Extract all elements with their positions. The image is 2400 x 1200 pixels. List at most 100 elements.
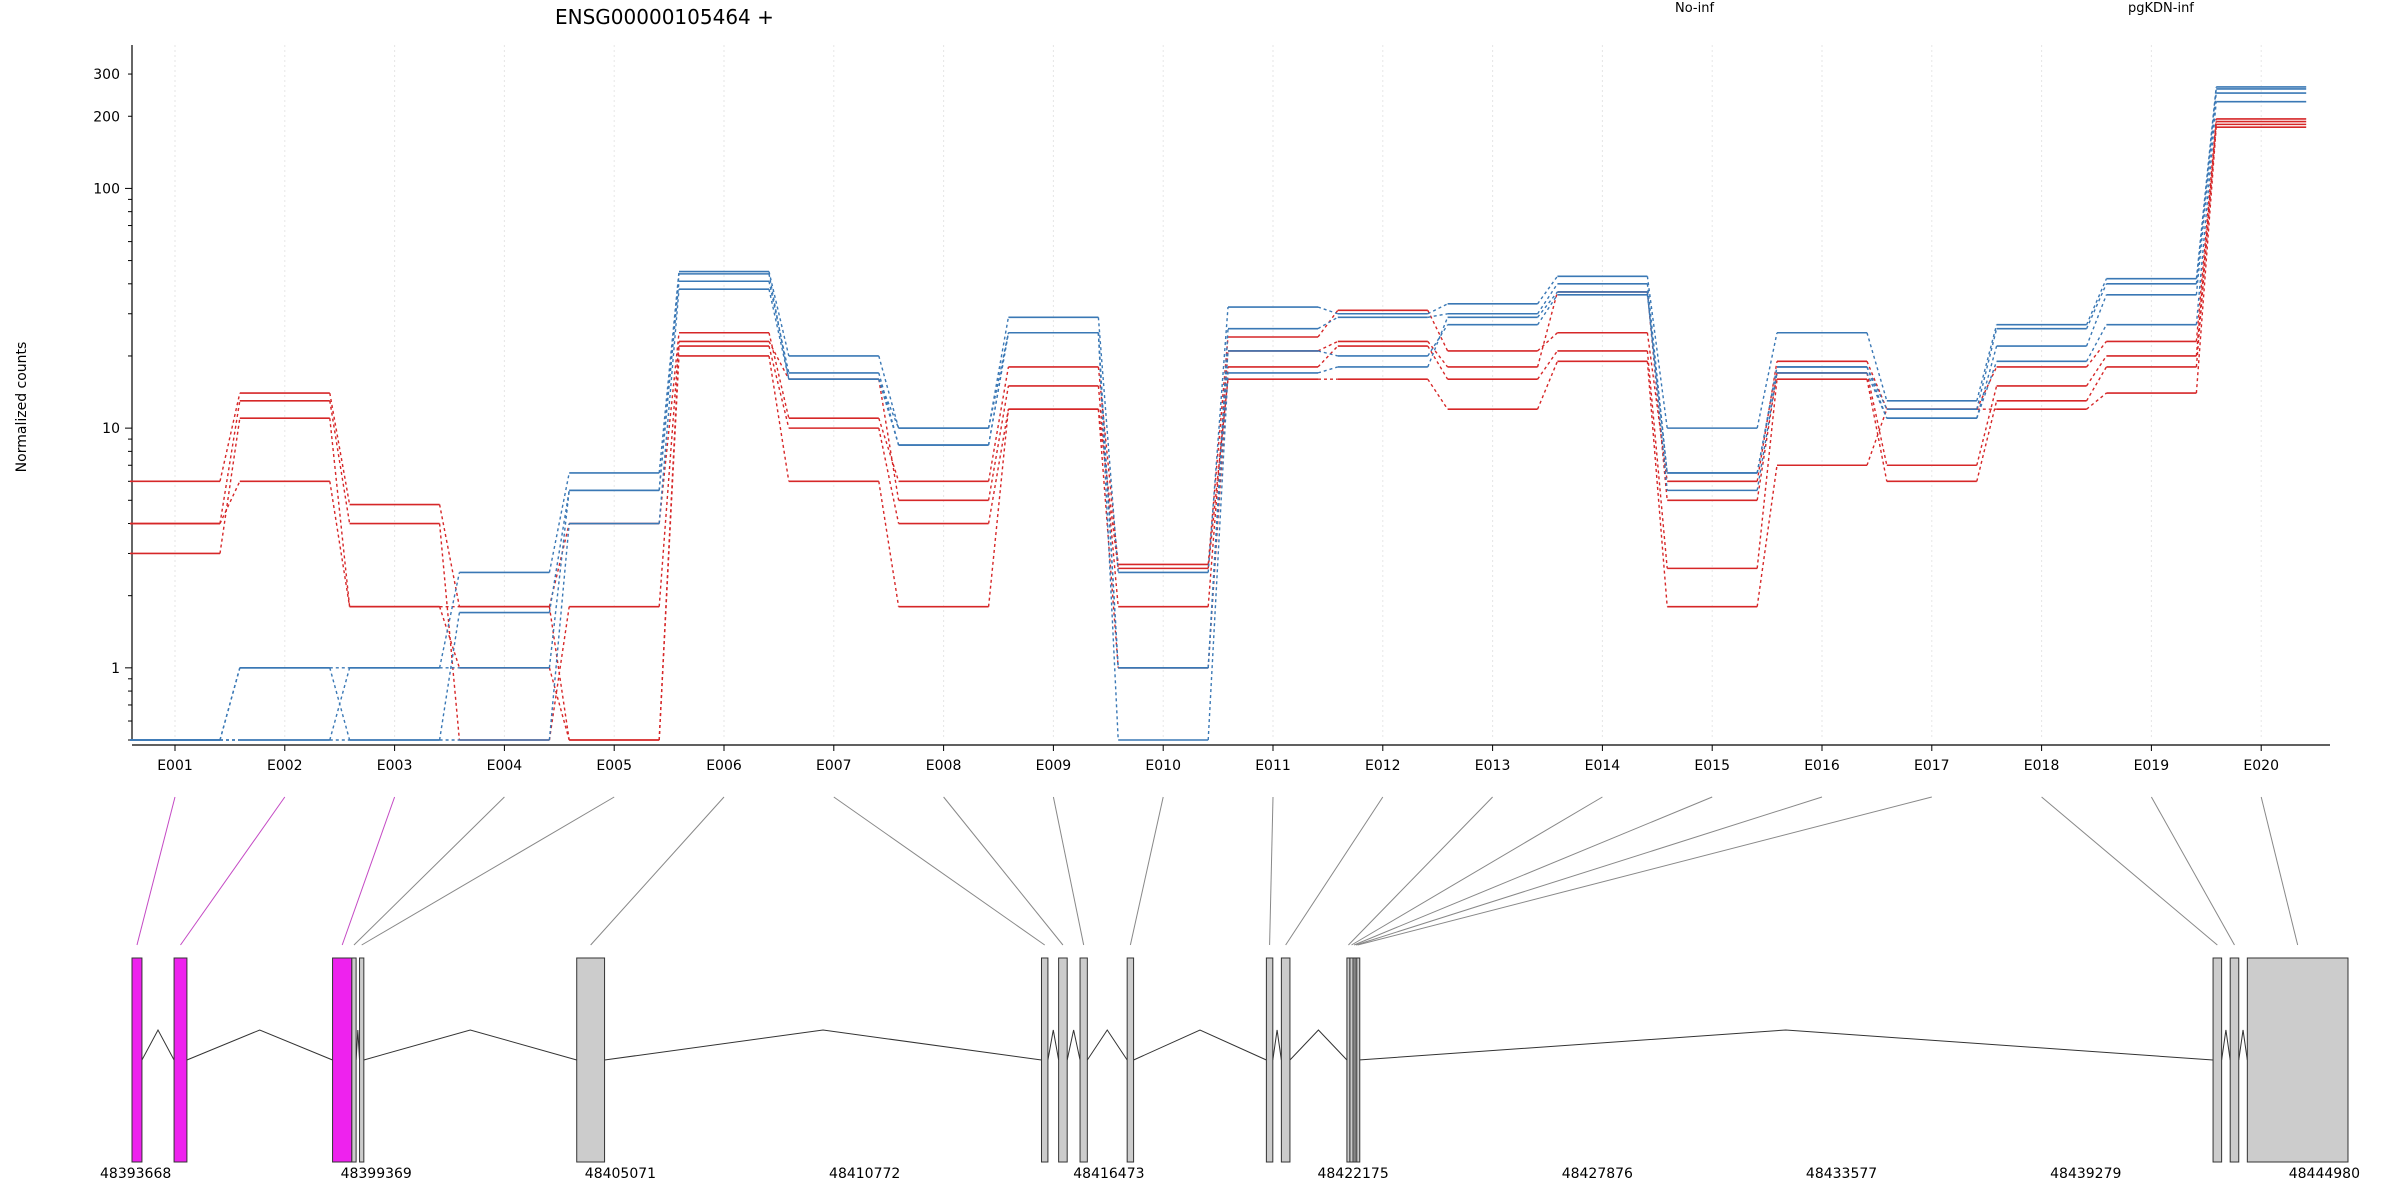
transition-segment — [1866, 372, 1888, 419]
connector-E012 — [1285, 796, 1384, 946]
transition-segment — [1976, 345, 1998, 419]
transition-segment — [1207, 306, 1229, 573]
series-7 — [130, 92, 2307, 741]
exon-connector-lines — [136, 796, 2299, 946]
transition-segment — [768, 288, 790, 380]
x-tick-label: E013 — [1475, 758, 1511, 774]
transition-segment — [878, 378, 900, 446]
transition-segment — [1427, 345, 1449, 380]
transition-segment — [2085, 283, 2108, 329]
transition-segment — [548, 490, 570, 613]
transition-segment — [329, 667, 351, 741]
exon-E018 — [2212, 957, 2223, 1163]
transition-segment — [2085, 366, 2108, 402]
gene-model — [131, 957, 2349, 1163]
connector-E005 — [361, 796, 615, 946]
x-tick-label: E002 — [267, 758, 303, 774]
transition-segment — [658, 346, 680, 741]
transition-segment — [987, 317, 1010, 429]
transition-segment — [1427, 324, 1449, 357]
transition-segment — [878, 379, 900, 501]
connector-E015 — [1353, 796, 1713, 946]
y-tick-label: 100 — [93, 181, 120, 197]
transition-segment — [1207, 350, 1229, 668]
transition-segment — [1427, 303, 1448, 315]
coordinate-label: 48393668 — [100, 1166, 171, 1182]
transition-segment — [768, 271, 790, 357]
y-tick-label: 10 — [102, 421, 120, 437]
transition-segment — [1976, 328, 1998, 410]
intron — [363, 1029, 577, 1061]
series-4 — [130, 126, 2307, 741]
transition-segment — [878, 417, 900, 482]
exon-E003 — [332, 957, 353, 1163]
series-6 — [130, 88, 2307, 741]
transition-segment — [1536, 291, 1559, 368]
transition-segment — [658, 271, 680, 474]
transition-segment — [329, 481, 351, 607]
connector-E004 — [353, 796, 505, 946]
y-tick-label: 200 — [93, 109, 120, 125]
x-tick-label: E012 — [1365, 758, 1401, 774]
intron — [604, 1029, 1042, 1061]
transition-segment — [1646, 283, 1668, 474]
coordinate-label: 48439279 — [2050, 1166, 2121, 1182]
transition-segment — [658, 273, 680, 491]
transition-segment — [1866, 408, 1888, 466]
transition-segment — [658, 289, 680, 524]
transition-segment — [1097, 317, 1119, 573]
transition-segment — [1536, 361, 1559, 410]
y-axis: 1 10 100 200 300 — [93, 45, 133, 741]
y-tick-label: 300 — [93, 67, 120, 83]
intron — [141, 1028, 175, 1061]
connector-E010 — [1129, 796, 1164, 946]
transition-segment — [768, 281, 790, 374]
transition-segment — [2085, 324, 2108, 362]
transition-segment — [329, 392, 351, 505]
transition-segment — [878, 355, 900, 429]
coordinate-label: 48433577 — [1806, 1166, 1877, 1182]
coordinate-label: 48416473 — [1073, 1166, 1144, 1182]
transition-segment — [1756, 379, 1778, 569]
transition-segment — [987, 332, 1010, 429]
transition-segment — [2085, 278, 2108, 326]
connector-E006 — [590, 796, 725, 946]
transition-segment — [1427, 317, 1449, 368]
x-tick-label: E018 — [2024, 758, 2060, 774]
connector-E001 — [136, 796, 176, 946]
connector-E011 — [1269, 796, 1274, 946]
vertical-gridlines — [174, 45, 2262, 740]
intron — [2221, 1029, 2231, 1061]
exon-E019 — [2229, 957, 2240, 1163]
transition-segment — [768, 341, 790, 380]
y-tick-label: 1 — [111, 661, 120, 677]
transition-segment — [1537, 294, 1558, 326]
connector-E007 — [833, 796, 1045, 946]
x-tick-label: E016 — [1804, 758, 1840, 774]
transition-segment — [1646, 361, 1668, 607]
x-axis: E001 E002 E003 E004 E005 E006 E007 E008 E009 E010… — [132, 744, 2330, 774]
exon-E020 — [2246, 957, 2349, 1163]
transition-segment — [548, 472, 570, 573]
transition-segment — [1756, 372, 1778, 491]
transition-segment — [1427, 310, 1449, 352]
legend-no-inf: No-inf — [1675, 1, 1714, 16]
transition-segment — [548, 490, 570, 668]
transition-segment — [987, 409, 1010, 607]
transition-segment — [1866, 372, 1888, 466]
connector-E020 — [2260, 796, 2299, 946]
transition-segment — [2195, 101, 2217, 325]
transition-segment — [1427, 378, 1449, 410]
x-tick-label: E014 — [1585, 758, 1621, 774]
chart-title: ENSG00000105464 + — [555, 5, 774, 29]
x-tick-label: E011 — [1255, 758, 1291, 774]
x-tick-label: E004 — [487, 758, 523, 774]
connector-E016 — [1355, 796, 1823, 946]
transition-segment — [1207, 336, 1229, 565]
exon-E011 — [1265, 957, 1274, 1163]
intron — [355, 1029, 361, 1061]
connector-E013 — [1348, 796, 1493, 946]
transition-segment — [2086, 340, 2107, 368]
connector-E019 — [2150, 796, 2235, 946]
